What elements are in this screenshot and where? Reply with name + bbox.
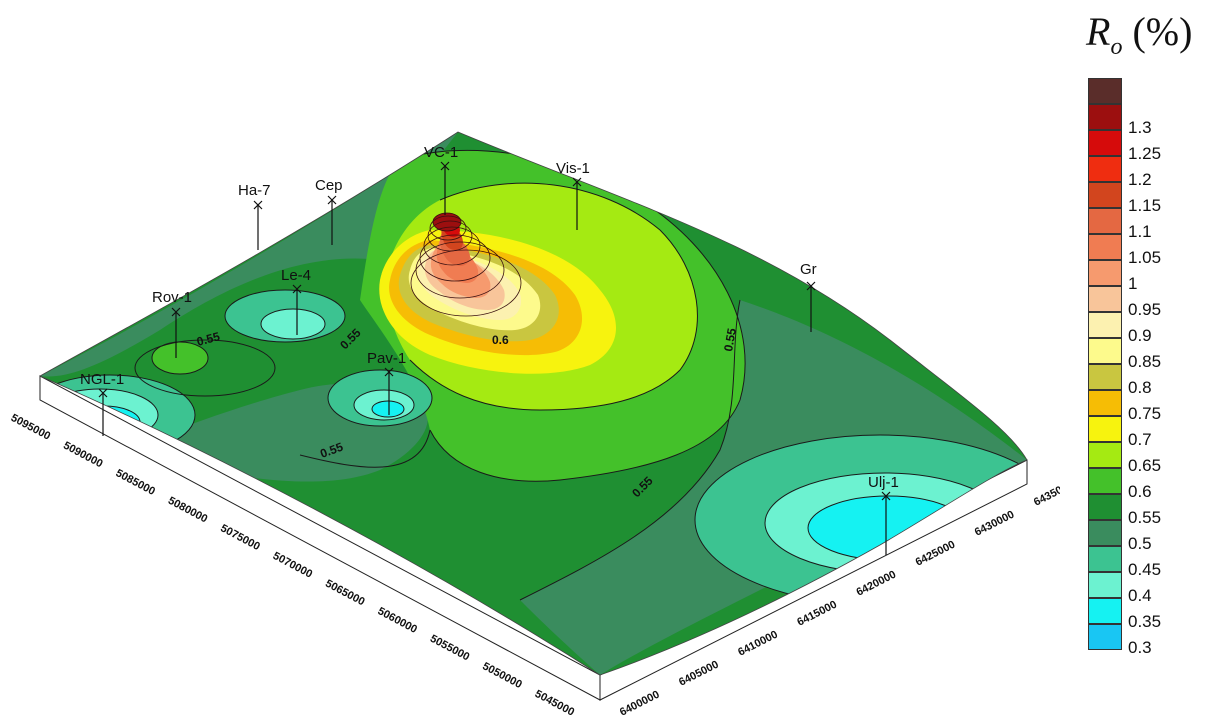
legend-swatch <box>1088 494 1122 520</box>
legend-swatch <box>1088 286 1122 312</box>
legend-swatch <box>1088 520 1122 546</box>
legend-swatch <box>1088 156 1122 182</box>
legend-swatch <box>1088 390 1122 416</box>
low-pav-0-35 <box>372 401 404 417</box>
legend-swatch <box>1088 546 1122 572</box>
well-label-le-4: Le-4 <box>281 267 311 284</box>
y-tick-label: 5075000 <box>218 522 261 553</box>
x-tick-label: 6415000 <box>795 599 839 629</box>
well-vis-1 <box>572 177 582 230</box>
legend-label: 1.3 <box>1128 118 1152 137</box>
legend-swatch <box>1088 468 1122 494</box>
legend-swatch <box>1088 364 1122 390</box>
x-tick-label: 6425000 <box>914 539 958 569</box>
well-label-cep: Cep <box>315 177 343 194</box>
legend-swatch <box>1088 338 1122 364</box>
legend-label: 0.9 <box>1128 326 1152 345</box>
legend-swatch <box>1088 234 1122 260</box>
y-tick-label: 5060000 <box>376 605 419 636</box>
contour-label: 0.6 <box>492 333 509 347</box>
legend-swatch <box>1088 416 1122 442</box>
legend-swatch <box>1088 78 1122 104</box>
legend-label: 0.7 <box>1128 430 1152 449</box>
legend-swatch <box>1088 130 1122 156</box>
legend-label: 0.3 <box>1128 638 1152 657</box>
legend-label: 0.95 <box>1128 300 1162 319</box>
legend-label: 0.6 <box>1128 482 1152 501</box>
peak-contour-lines <box>410 212 522 317</box>
well-labels: VC-1 Vis-1 Ha-7 Cep Le-4 Rov-1 Pav-1 NGL… <box>80 144 899 491</box>
well-pav-1 <box>384 367 394 415</box>
well-label-ulj-1: Ulj-1 <box>868 474 899 491</box>
well-ngl-1 <box>98 388 108 436</box>
legend-label: 1.25 <box>1128 144 1162 163</box>
well-ulj-1 <box>881 491 891 555</box>
low-rov-0-6 <box>152 342 208 374</box>
legend-title-symbol: R <box>1086 9 1111 54</box>
well-label-ngl-1: NGL-1 <box>80 371 124 388</box>
well-label-vis-1: Vis-1 <box>556 160 590 177</box>
x-tick-label: 6410000 <box>736 629 780 659</box>
y-tick-label: 5070000 <box>271 550 314 581</box>
contour-surface-plot: 0.55 0.55 0.6 0.55 0.55 0.55 VC-1 Vis-1 … <box>9 131 1060 719</box>
legend-label: 0.4 <box>1128 586 1152 605</box>
legend-label: 0.85 <box>1128 352 1162 371</box>
well-label-pav-1: Pav-1 <box>367 350 406 367</box>
legend-swatch <box>1088 624 1122 650</box>
legend-label: 0.45 <box>1128 560 1162 579</box>
y-tick-label: 5045000 <box>533 688 576 719</box>
legend-label: 0.35 <box>1128 612 1162 631</box>
x-tick-label: 6430000 <box>973 509 1017 539</box>
well-cep <box>327 195 337 245</box>
legend-swatch <box>1088 312 1122 338</box>
well-ha-7 <box>253 200 263 250</box>
low-le4-0-4 <box>261 309 325 339</box>
well-gr <box>806 281 816 332</box>
contour-label: 0.55 <box>195 329 221 349</box>
y-tick-label: 5090000 <box>61 440 104 471</box>
legend-label: 1.2 <box>1128 170 1152 189</box>
well-label-vc-1: VC-1 <box>424 144 458 161</box>
well-label-ha-7: Ha-7 <box>238 182 271 199</box>
legend-swatch <box>1088 182 1122 208</box>
surface-fill <box>40 132 1027 675</box>
legend-label: 0.75 <box>1128 404 1162 423</box>
well-vc-1 <box>440 161 450 215</box>
legend-swatch <box>1088 598 1122 624</box>
legend-label: 1.05 <box>1128 248 1162 267</box>
x-tick-label: 6405000 <box>677 659 721 689</box>
y-tick-label: 5050000 <box>480 660 523 691</box>
well-le-4 <box>292 284 302 335</box>
y-tick-label: 5080000 <box>166 495 209 526</box>
legend-swatch <box>1088 208 1122 234</box>
legend-title: Ro (%) <box>1086 8 1192 61</box>
y-tick-label: 5085000 <box>114 467 157 498</box>
legend-swatch <box>1088 572 1122 598</box>
x-tick-label: 6400000 <box>618 689 662 719</box>
legend-label: 1.1 <box>1128 222 1152 241</box>
legend-label: 0.65 <box>1128 456 1162 475</box>
y-tick-label: 5065000 <box>323 578 366 609</box>
x-tick-label: 6420000 <box>854 569 898 599</box>
well-label-gr: Gr <box>800 261 817 278</box>
legend-label: 0.55 <box>1128 508 1162 527</box>
legend-label: 0.5 <box>1128 534 1152 553</box>
legend-swatch <box>1088 104 1122 130</box>
legend-label: 1 <box>1128 274 1138 293</box>
y-tick-label: 5095000 <box>9 412 52 443</box>
x-tick-label: 6435000 <box>1032 479 1060 509</box>
legend-title-subscript: o <box>1110 34 1123 60</box>
contour-label: 0.55 <box>721 327 739 353</box>
legend-label: 1.15 <box>1128 196 1162 215</box>
y-tick-label: 5055000 <box>428 633 471 664</box>
legend-swatch <box>1088 260 1122 286</box>
well-rov-1 <box>171 307 181 358</box>
well-label-rov-1: Rov-1 <box>152 289 192 306</box>
legend-swatch <box>1088 442 1122 468</box>
wells <box>98 161 891 555</box>
legend-title-unit: (%) <box>1132 9 1193 54</box>
surface-outline <box>39 131 1028 676</box>
legend-label: 0.8 <box>1128 378 1152 397</box>
